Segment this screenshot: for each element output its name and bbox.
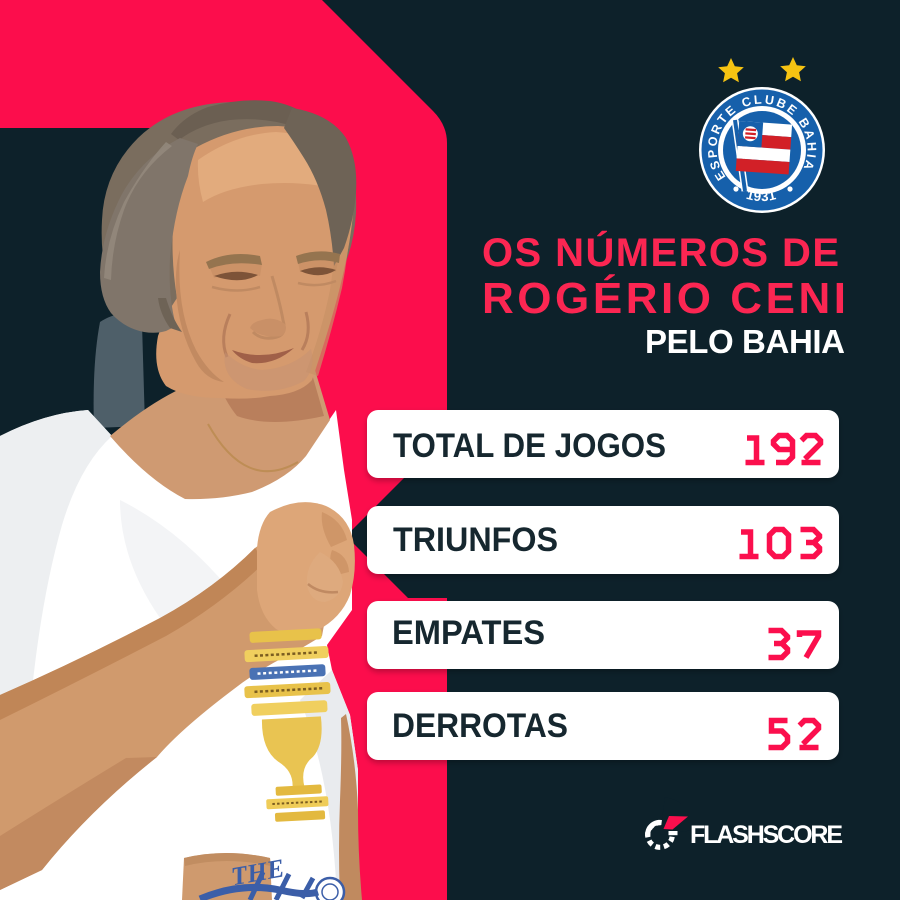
svg-text:TRIUNFOS: TRIUNFOS: [393, 521, 558, 559]
svg-text:TOTAL DE JOGOS: TOTAL DE JOGOS: [393, 427, 666, 465]
svg-text:DERROTAS: DERROTAS: [392, 707, 568, 745]
svg-text:PELO BAHIA: PELO BAHIA: [645, 323, 845, 360]
svg-text:FLASHSCORE: FLASHSCORE: [690, 821, 843, 849]
svg-text:OS NÚMEROS DE: OS NÚMEROS DE: [482, 229, 839, 275]
svg-text:EMPATES: EMPATES: [392, 614, 545, 652]
svg-text:1931: 1931: [745, 187, 778, 204]
svg-text:ROGÉRIO CENI: ROGÉRIO CENI: [482, 273, 846, 323]
